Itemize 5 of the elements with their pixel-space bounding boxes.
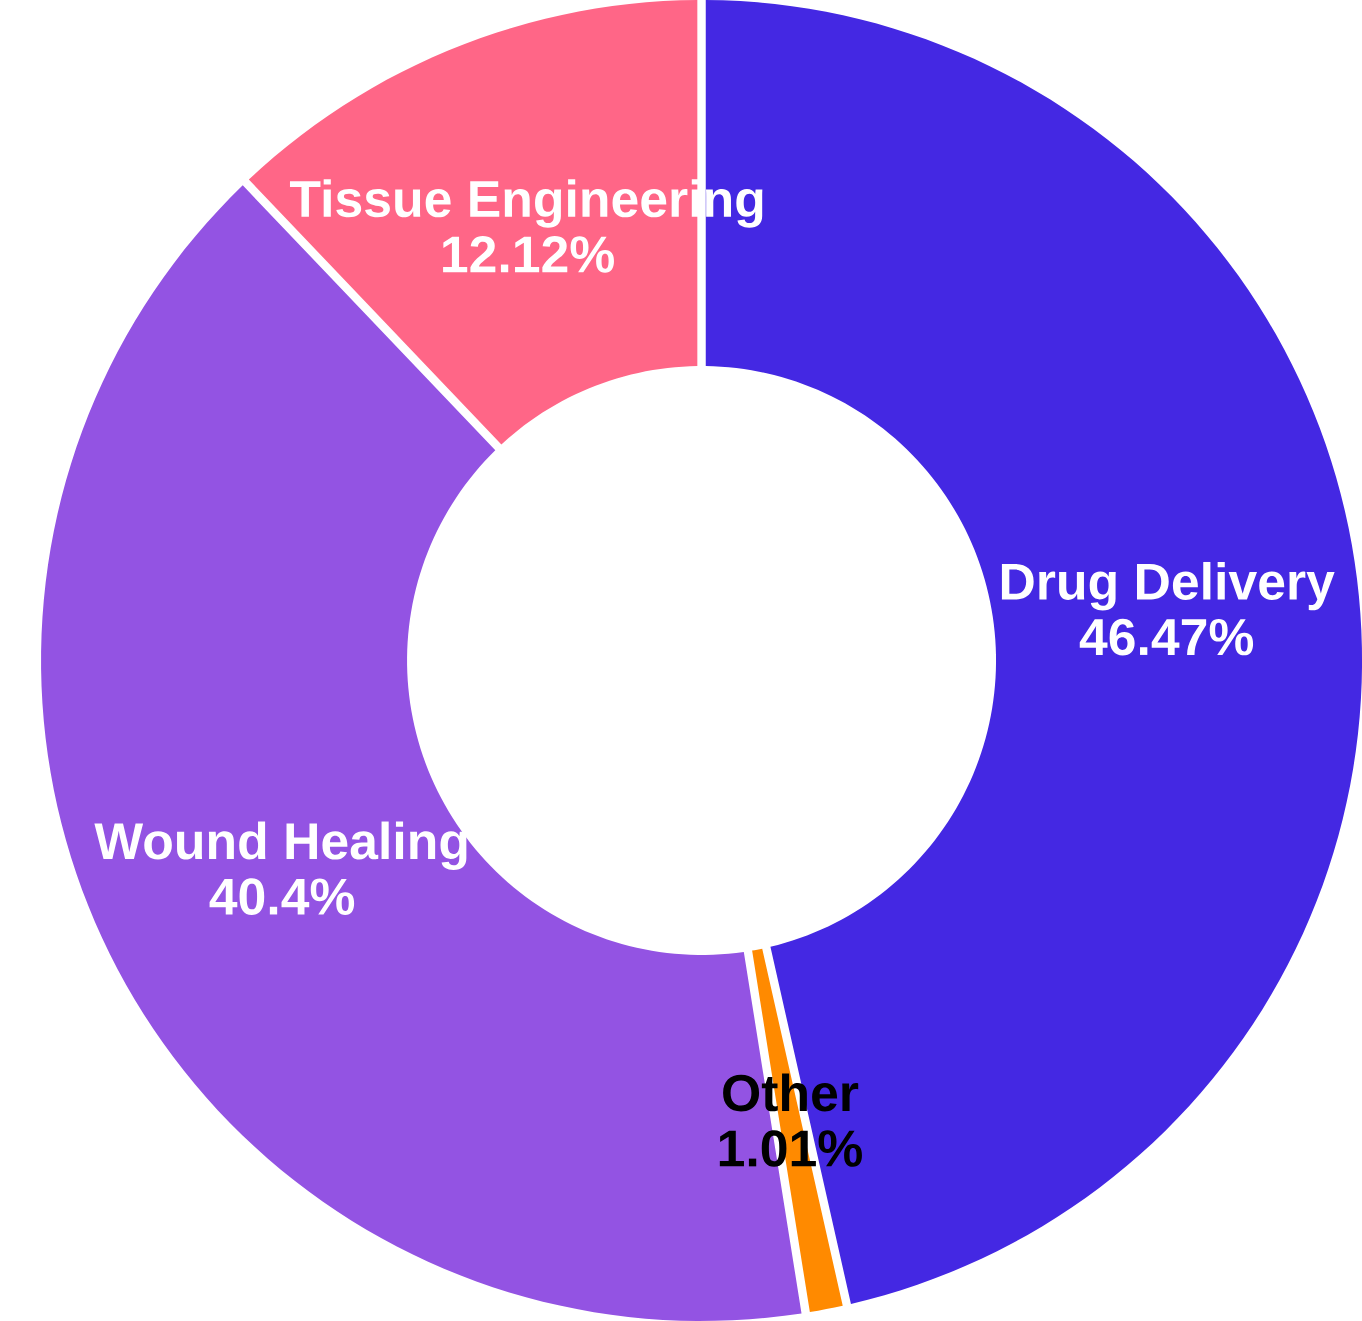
data-label: 46.47%: [1079, 618, 1254, 656]
slice-label: Wound Healing: [94, 821, 467, 870]
data-label: 40.4%: [209, 878, 355, 915]
data-label: 12.12%: [443, 236, 614, 273]
slice-label: Drug Delivery: [1001, 561, 1335, 611]
